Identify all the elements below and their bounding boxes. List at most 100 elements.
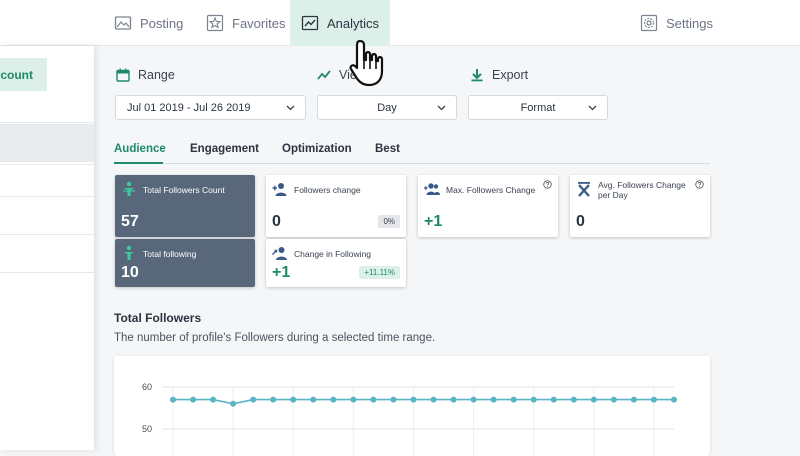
- export-label-text: Export: [492, 68, 529, 82]
- sidebar-item[interactable]: [0, 272, 94, 304]
- data-point[interactable]: [270, 396, 277, 403]
- y-tick-label: 50: [142, 424, 152, 434]
- followers-chart: 60 50: [114, 356, 710, 456]
- data-point[interactable]: [390, 396, 397, 403]
- active-tab-indicator: [114, 162, 163, 164]
- tab-engagement[interactable]: Engagement: [190, 143, 260, 155]
- add-account-label: Account: [0, 67, 33, 82]
- trend-icon: [317, 70, 331, 80]
- chevron-down-icon: [588, 105, 597, 111]
- section-description: The number of profile's Followers during…: [114, 332, 436, 344]
- series-line: [173, 398, 674, 405]
- nav-posting[interactable]: Posting: [104, 0, 193, 46]
- sidebar-item[interactable]: [0, 164, 94, 194]
- tab-audience[interactable]: Audience: [114, 143, 166, 155]
- card-max-followers-change: Max. Followers Change +1: [418, 175, 558, 237]
- card-value: 0: [272, 213, 281, 230]
- nav-settings[interactable]: Settings: [630, 0, 723, 46]
- data-point[interactable]: [590, 396, 597, 403]
- range-select[interactable]: Jul 01 2019 - Jul 26 2019: [115, 95, 306, 120]
- data-point[interactable]: [230, 400, 237, 407]
- card-title: Total Followers Count: [143, 185, 225, 195]
- card-title: Followers change: [294, 185, 361, 195]
- data-point[interactable]: [610, 396, 617, 403]
- average-icon: [578, 182, 590, 197]
- data-point[interactable]: [671, 396, 677, 403]
- card-title: Avg. Followers Change per Day: [598, 180, 686, 200]
- followers-chart-svg: 60 50: [142, 382, 677, 456]
- nav-favorites-label: Favorites: [232, 15, 286, 31]
- calendar-icon: [116, 68, 130, 82]
- top-nav: Posting Favorites Analytics Settings: [0, 0, 800, 46]
- card-value: +1: [272, 264, 291, 281]
- sidebar: Account: [0, 46, 94, 450]
- chevron-down-icon: [286, 105, 295, 111]
- gear-icon: [640, 14, 658, 32]
- view-select[interactable]: Day: [317, 95, 457, 120]
- tab-optimization[interactable]: Optimization: [282, 143, 352, 155]
- data-point[interactable]: [290, 396, 297, 403]
- users-add-icon: [424, 183, 440, 195]
- data-point[interactable]: [350, 396, 357, 403]
- followers-icon: [123, 181, 135, 196]
- tab-best[interactable]: Best: [375, 143, 400, 155]
- user-change-icon: [272, 247, 287, 260]
- card-value: 10: [121, 264, 139, 281]
- help-icon[interactable]: [695, 180, 704, 189]
- card-total-following: Total following 10: [115, 239, 255, 287]
- help-icon[interactable]: [543, 180, 552, 189]
- chart-icon: [301, 15, 319, 31]
- image-icon: [114, 16, 132, 30]
- data-point[interactable]: [250, 396, 257, 403]
- change-badge: +11.11%: [359, 266, 400, 279]
- card-title: Change in Following: [294, 249, 372, 259]
- analytics-tabs: Audience Engagement Optimization Best: [114, 140, 710, 164]
- change-badge: 0%: [378, 215, 400, 228]
- export-select[interactable]: Format: [468, 95, 608, 120]
- export-label: Export: [470, 66, 528, 84]
- sidebar-item[interactable]: [0, 234, 94, 270]
- hand-cursor-icon: [349, 39, 384, 87]
- card-value: 57: [121, 213, 139, 230]
- data-point[interactable]: [190, 396, 197, 403]
- range-label-text: Range: [138, 68, 175, 82]
- data-point[interactable]: [510, 396, 517, 403]
- card-followers-change: Followers change 0 0%: [266, 175, 406, 237]
- sidebar-item-selected[interactable]: [0, 124, 94, 162]
- data-point[interactable]: [550, 396, 557, 403]
- sidebar-item[interactable]: [0, 196, 94, 232]
- card-change-in-following: Change in Following +1 +11.11%: [266, 239, 406, 287]
- card-title: Max. Followers Change: [446, 185, 536, 195]
- data-point[interactable]: [210, 396, 217, 403]
- data-point[interactable]: [330, 396, 337, 403]
- data-point[interactable]: [410, 396, 417, 403]
- data-point[interactable]: [490, 396, 497, 403]
- nav-settings-label: Settings: [666, 15, 713, 31]
- card-avg-followers-change: Avg. Followers Change per Day 0: [570, 175, 710, 237]
- data-point[interactable]: [530, 396, 537, 403]
- data-point[interactable]: [450, 396, 457, 403]
- nav-analytics[interactable]: Analytics: [290, 0, 390, 46]
- nav-analytics-label: Analytics: [326, 15, 380, 31]
- card-title: Total following: [143, 249, 197, 259]
- data-point[interactable]: [430, 396, 437, 403]
- y-tick-label: 60: [142, 382, 152, 392]
- data-point[interactable]: [650, 396, 657, 403]
- data-point[interactable]: [170, 396, 176, 403]
- range-select-value: Jul 01 2019 - Jul 26 2019: [127, 101, 251, 114]
- download-icon: [471, 69, 483, 82]
- data-point[interactable]: [370, 396, 377, 403]
- star-icon: [206, 14, 224, 32]
- range-label: Range: [116, 66, 175, 84]
- nav-favorites[interactable]: Favorites: [196, 0, 295, 46]
- export-select-value: Format: [520, 101, 556, 114]
- data-point[interactable]: [630, 396, 637, 403]
- data-point[interactable]: [470, 396, 477, 403]
- sidebar-divider: [0, 122, 94, 123]
- data-point[interactable]: [570, 396, 577, 403]
- section-title: Total Followers: [114, 311, 202, 325]
- user-add-icon: [272, 183, 287, 196]
- view-select-value: Day: [377, 101, 397, 114]
- add-account-button[interactable]: Account: [0, 58, 47, 91]
- data-point[interactable]: [310, 396, 317, 403]
